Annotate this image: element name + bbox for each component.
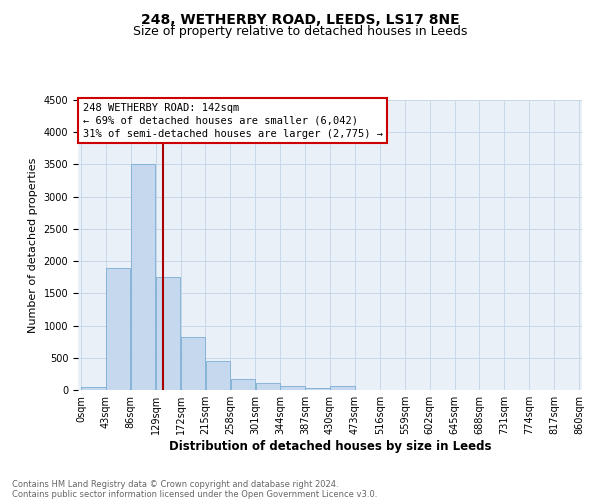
Text: 248 WETHERBY ROAD: 142sqm
← 69% of detached houses are smaller (6,042)
31% of se: 248 WETHERBY ROAD: 142sqm ← 69% of detac… [83, 102, 383, 139]
Bar [156, 277, 181, 390]
Text: Size of property relative to detached houses in Leeds: Size of property relative to detached ho… [133, 25, 467, 38]
Bar [131, 164, 155, 390]
Bar [181, 336, 205, 390]
X-axis label: Distribution of detached houses by size in Leeds: Distribution of detached houses by size … [169, 440, 491, 453]
Bar [280, 386, 305, 390]
Bar [230, 378, 255, 390]
Bar [206, 361, 230, 390]
Y-axis label: Number of detached properties: Number of detached properties [28, 158, 38, 332]
Text: Contains HM Land Registry data © Crown copyright and database right 2024.
Contai: Contains HM Land Registry data © Crown c… [12, 480, 377, 499]
Bar [330, 386, 355, 390]
Bar [305, 388, 330, 390]
Bar [106, 268, 130, 390]
Bar [256, 383, 280, 390]
Text: 248, WETHERBY ROAD, LEEDS, LS17 8NE: 248, WETHERBY ROAD, LEEDS, LS17 8NE [140, 12, 460, 26]
Bar [81, 388, 106, 390]
